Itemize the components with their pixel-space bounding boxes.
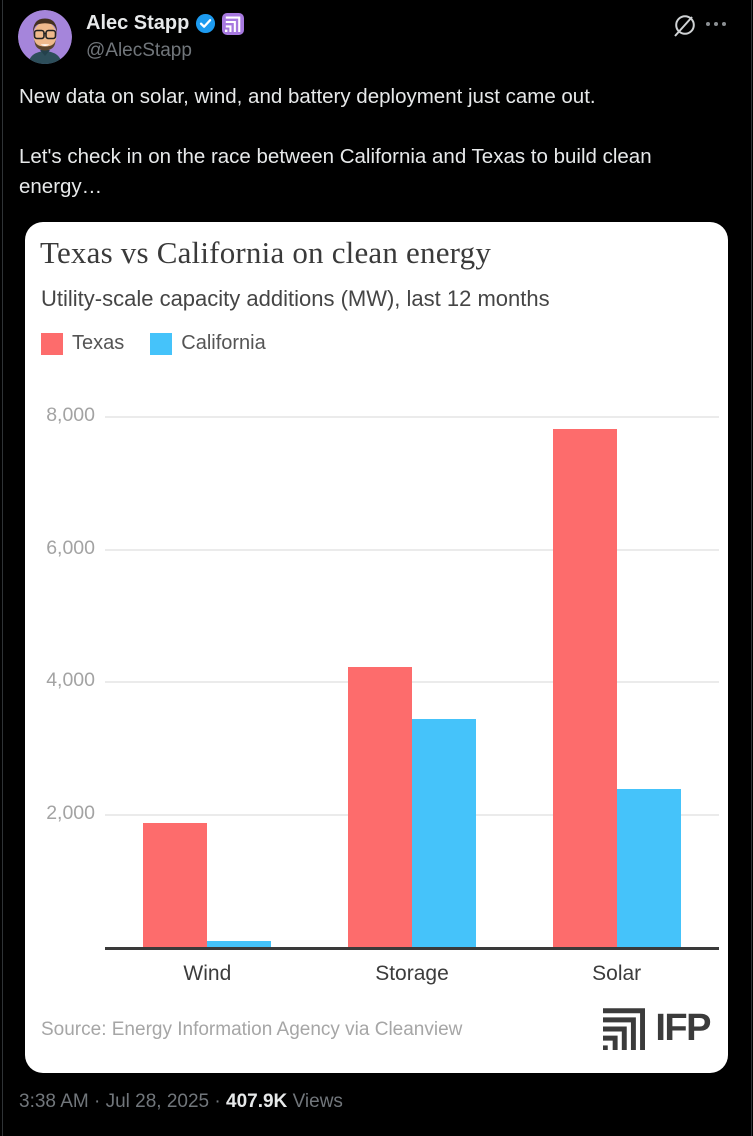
chart-legend: Texas California bbox=[41, 332, 266, 355]
legend-label: California bbox=[181, 332, 266, 354]
legend-swatch bbox=[150, 332, 173, 355]
ifp-emoji-icon bbox=[222, 12, 245, 35]
bar-california-solar bbox=[616, 788, 681, 947]
views-label: Views bbox=[287, 1091, 343, 1112]
footer-separator: · bbox=[209, 1091, 227, 1112]
chart-title: Texas vs California on clean energy bbox=[40, 235, 492, 270]
x-category-label: Solar bbox=[592, 962, 642, 985]
y-tick-label: 6,000 bbox=[46, 536, 95, 559]
chart-plot: 2,000 4,000 6,000 8,000 bbox=[46, 390, 719, 950]
legend-label: Texas bbox=[72, 332, 125, 354]
ifp-logo-mark-icon bbox=[603, 1007, 646, 1050]
bar-california-storage bbox=[412, 719, 476, 947]
tweet-paragraph-1: New data on solar, wind, and battery dep… bbox=[19, 85, 596, 108]
verified-badge-icon bbox=[196, 13, 216, 34]
bar-group-storage bbox=[310, 390, 515, 947]
bar-groups bbox=[105, 390, 719, 947]
bar-group-solar bbox=[514, 390, 719, 947]
tweet-text: New data on solar, wind, and battery dep… bbox=[19, 82, 725, 202]
legend-swatch bbox=[41, 332, 63, 355]
bar-texas-storage bbox=[348, 667, 412, 947]
column-border-right bbox=[751, 0, 752, 1136]
column-border-left bbox=[2, 0, 3, 1136]
gridline-4000 bbox=[105, 681, 719, 683]
legend-item-texas: Texas bbox=[41, 332, 124, 355]
tweet-footer: 3:38 AM · Jul 28, 2025 · 407.9K Views bbox=[19, 1091, 343, 1113]
gridline-8000 bbox=[105, 416, 719, 418]
bar-california-wind bbox=[207, 941, 272, 947]
views-count: 407.9K bbox=[226, 1091, 288, 1112]
grok-icon[interactable] bbox=[671, 13, 697, 39]
more-icon[interactable] bbox=[706, 14, 726, 34]
y-tick-label: 4,000 bbox=[46, 669, 95, 691]
avatar-illustration bbox=[18, 10, 72, 64]
x-category-label: Wind bbox=[183, 962, 232, 985]
legend-item-california: California bbox=[150, 332, 266, 355]
chart-source: Source: Energy Information Agency via Cl… bbox=[41, 1019, 463, 1040]
tweet-paragraph-2: Let's check in on the race between Calif… bbox=[19, 145, 652, 198]
y-tick-label: 8,000 bbox=[46, 404, 95, 426]
bar-texas-wind bbox=[143, 823, 208, 947]
chart-category-labels: Wind Storage Solar bbox=[105, 962, 719, 986]
bar-group-wind bbox=[105, 390, 310, 947]
chart-image-card[interactable]: Texas vs California on clean energy Util… bbox=[25, 222, 728, 1073]
bar-texas-solar bbox=[552, 428, 617, 947]
gridline-6000 bbox=[105, 548, 719, 551]
timestamp[interactable]: 3:38 AM · Jul 28, 2025 bbox=[19, 1091, 210, 1112]
y-tick-label: 2,000 bbox=[46, 801, 95, 824]
ifp-logo: IFP bbox=[603, 1007, 711, 1050]
x-category-label: Storage bbox=[375, 962, 449, 985]
handle[interactable]: @AlecStapp bbox=[86, 40, 192, 61]
chart-subtitle: Utility-scale capacity additions (MW), l… bbox=[41, 286, 550, 311]
avatar[interactable] bbox=[18, 10, 72, 64]
display-name[interactable]: Alec Stapp bbox=[86, 12, 190, 34]
ifp-logo-text: IFP bbox=[655, 1007, 711, 1049]
